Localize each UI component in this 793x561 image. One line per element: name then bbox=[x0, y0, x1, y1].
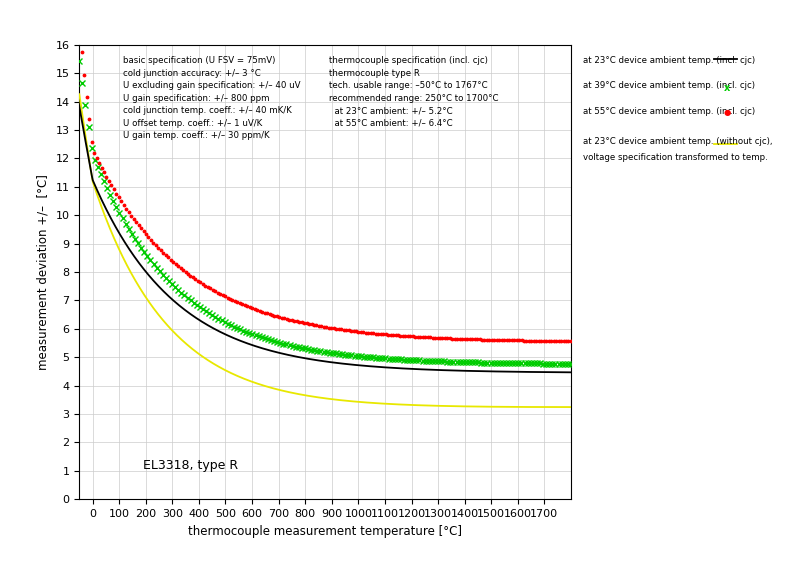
Text: EL3318, type R: EL3318, type R bbox=[144, 459, 239, 472]
Text: voltage specification transformed to temp.: voltage specification transformed to tem… bbox=[583, 153, 768, 162]
Text: basic specification (U FSV = 75mV)
cold junction accuracy: +/– 3 °C
U excluding : basic specification (U FSV = 75mV) cold … bbox=[123, 56, 301, 140]
Text: thermocouple specification (incl. cjc)
thermocouple type R
tech. usable range: –: thermocouple specification (incl. cjc) t… bbox=[329, 56, 499, 127]
Text: at 55°C device ambient temp. (incl. cjc): at 55°C device ambient temp. (incl. cjc) bbox=[583, 107, 755, 116]
Text: x: x bbox=[724, 83, 730, 93]
Text: at 23°C device ambient temp. (without cjc),: at 23°C device ambient temp. (without cj… bbox=[583, 137, 772, 146]
Text: at 39°C device ambient temp. (incl. cjc): at 39°C device ambient temp. (incl. cjc) bbox=[583, 81, 755, 90]
Y-axis label: measurement deviation +/–  [°C]: measurement deviation +/– [°C] bbox=[37, 174, 50, 370]
Text: ●: ● bbox=[724, 108, 731, 117]
Text: at 23°C device ambient temp. (incl. cjc): at 23°C device ambient temp. (incl. cjc) bbox=[583, 56, 755, 65]
X-axis label: thermocouple measurement temperature [°C]: thermocouple measurement temperature [°C… bbox=[188, 525, 462, 537]
